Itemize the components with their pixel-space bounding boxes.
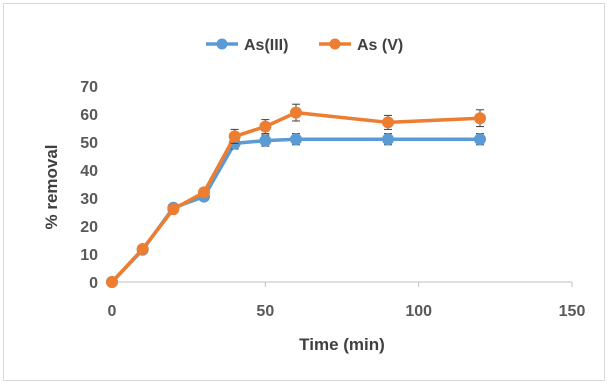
series-layer: [106, 103, 486, 288]
y-tick-label: 60: [80, 107, 98, 124]
x-tick-label: 0: [108, 303, 117, 320]
y-tick-label: 30: [80, 191, 98, 208]
series-2: [106, 103, 486, 288]
data-point: [382, 133, 394, 146]
data-point: [167, 203, 180, 216]
data-point: [198, 186, 210, 199]
x-axis-title: Time (min): [299, 335, 385, 354]
x-tick-label: 150: [559, 303, 586, 320]
data-point: [290, 133, 302, 146]
y-tick-label: 40: [80, 163, 98, 180]
legend-label: As (V): [357, 37, 403, 54]
legend-marker: [329, 38, 341, 50]
x-tick-label: 50: [256, 303, 274, 320]
data-point: [106, 276, 118, 288]
data-point: [228, 130, 241, 143]
series-line: [110, 137, 480, 284]
y-axis-title: % removal: [42, 144, 61, 229]
x-tick-label: 100: [405, 303, 432, 320]
axes: 0 10 20 30 40 50 60 70 0 50 100 150: [80, 79, 585, 320]
data-point: [259, 134, 272, 147]
data-point: [382, 116, 394, 129]
data-point: [259, 120, 272, 133]
data-point: [136, 242, 149, 255]
y-tick-label: 70: [80, 79, 98, 96]
data-point: [290, 106, 302, 119]
legend-marker: [216, 38, 228, 50]
chart-area: As(III) As (V) 0 10 20 30 40 50 60 70 0 50 100 150 T…: [3, 3, 605, 381]
line-chart: As(III) As (V) 0 10 20 30 40 50 60 70 0 50 100 150 T…: [42, 37, 585, 354]
y-tick-label: 50: [80, 135, 98, 152]
legend: As(III) As (V): [206, 37, 403, 54]
legend-label: As(III): [244, 37, 288, 54]
y-tick-label: 0: [89, 275, 98, 292]
y-tick-label: 10: [80, 247, 98, 264]
y-tick-label: 20: [80, 219, 98, 236]
data-point: [474, 112, 486, 125]
series-1: [106, 133, 486, 288]
data-point: [474, 133, 486, 146]
